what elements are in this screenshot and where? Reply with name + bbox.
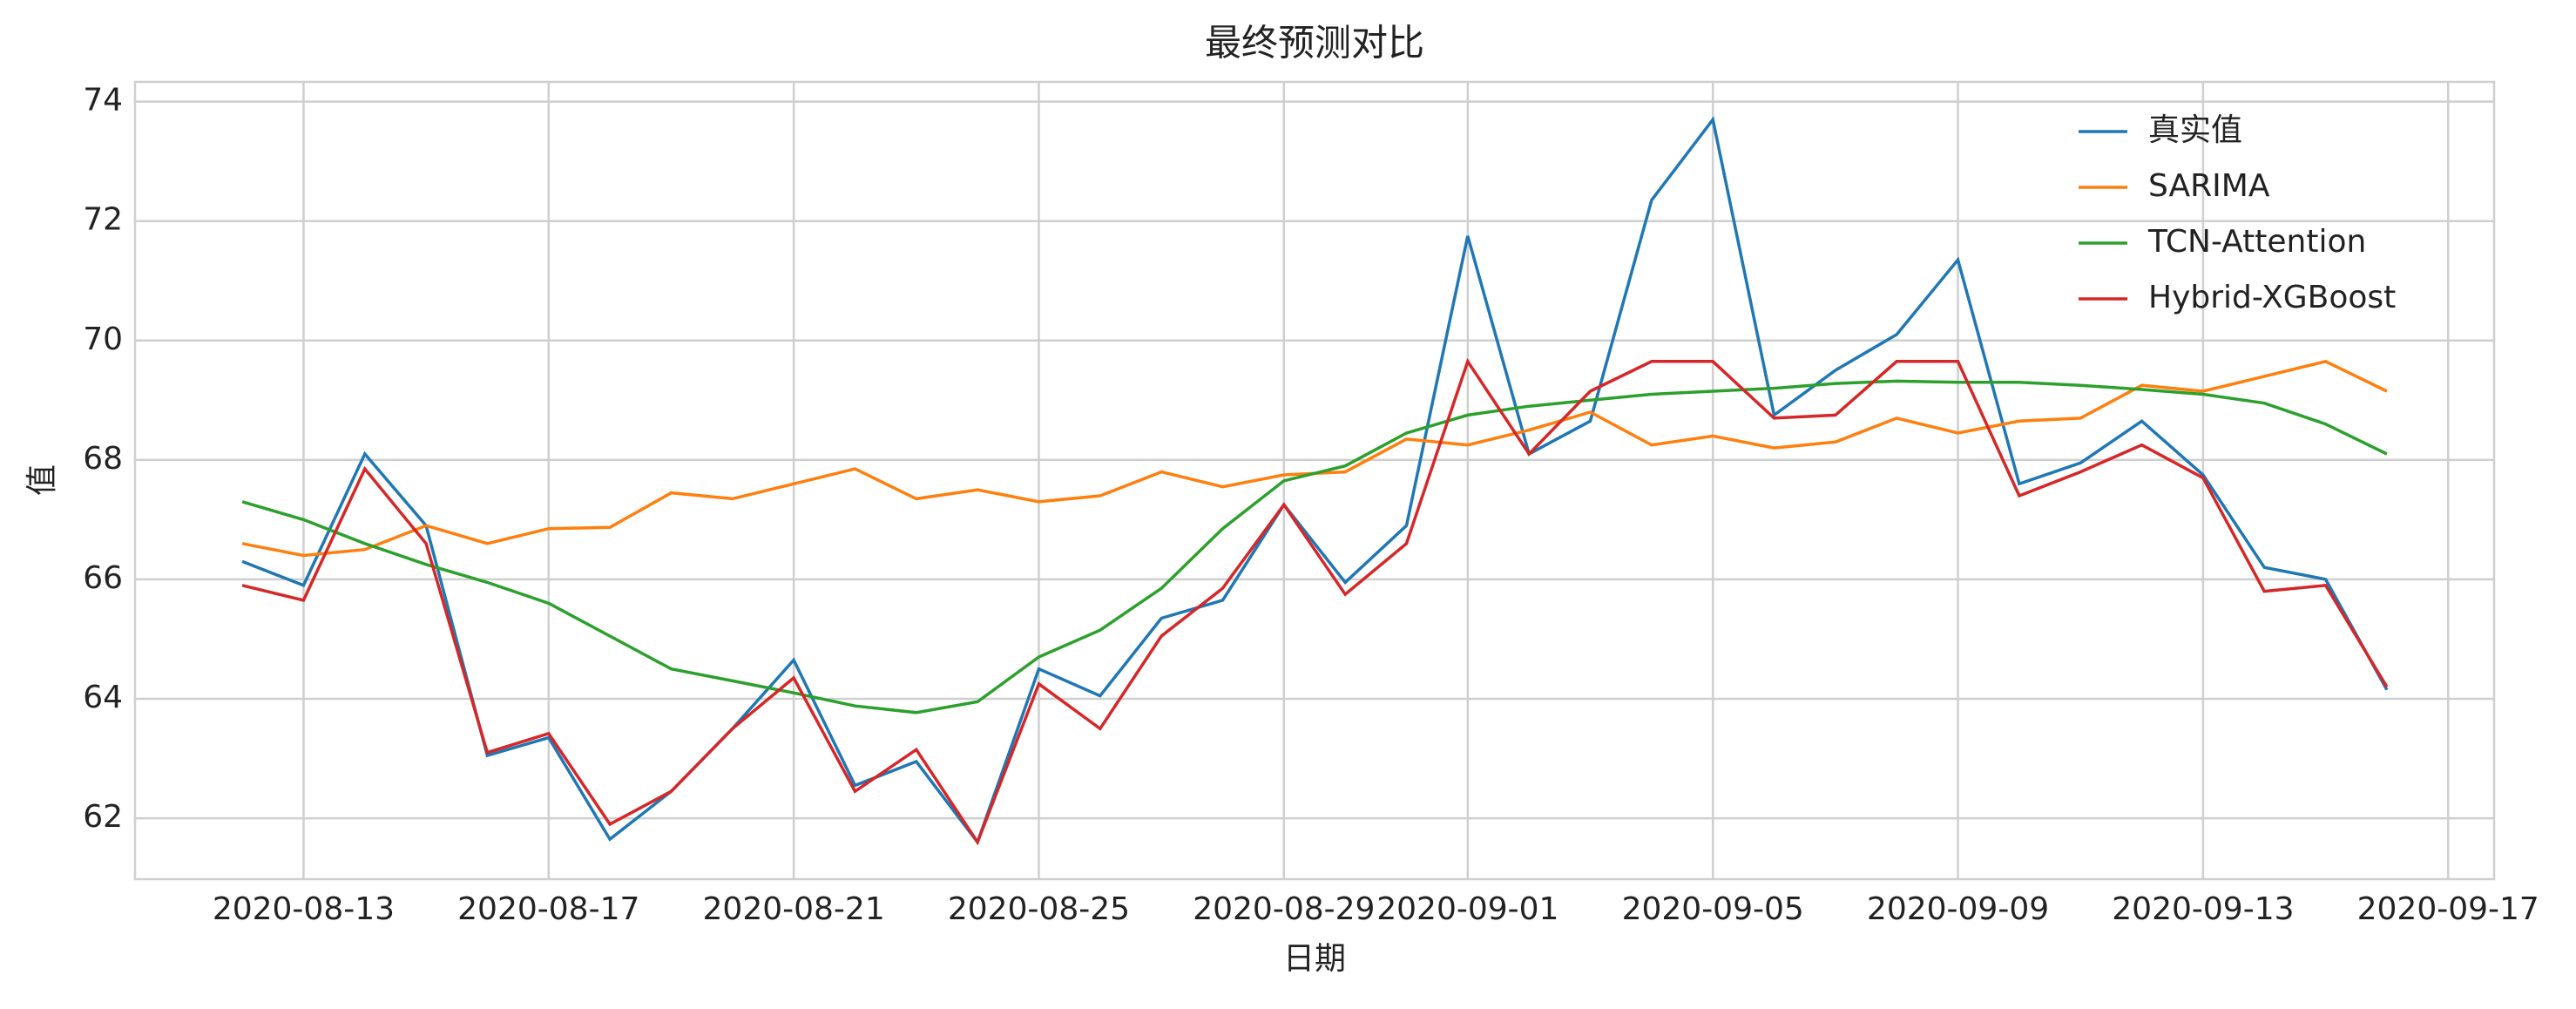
x-tick-label: 2020-08-17 (457, 891, 639, 927)
y-tick-label: 68 (83, 441, 123, 477)
y-axis-label: 值 (24, 464, 60, 496)
y-tick-label: 64 (83, 680, 123, 715)
y-tick-label: 70 (83, 322, 123, 357)
x-tick-label: 2020-08-25 (948, 891, 1130, 927)
chart-title: 最终预测对比 (1205, 22, 1424, 64)
y-tick-label: 66 (83, 560, 123, 596)
series-line (241, 359, 2388, 558)
series-line (241, 116, 2389, 846)
y-tick-label: 72 (83, 202, 123, 238)
y-tick-label: 62 (83, 799, 123, 835)
x-tick-label: 2020-09-01 (1376, 891, 1558, 927)
x-tick-label: 2020-09-09 (1867, 891, 2049, 927)
x-tick-label: 2020-08-21 (703, 891, 885, 927)
x-tick-label: 2020-09-13 (2112, 891, 2294, 927)
legend-label: Hybrid-XGBoost (2148, 280, 2396, 315)
plot-frame (133, 80, 2496, 881)
legend-label: 真实值 (2148, 112, 2242, 148)
x-axis-label: 日期 (1283, 941, 1346, 977)
x-tick-label: 2020-09-05 (1622, 891, 1804, 927)
x-tick-label: 2020-09-17 (2357, 891, 2539, 927)
series-line (241, 379, 2388, 714)
legend-label: SARIMA (2148, 168, 2270, 204)
y-tick-label: 74 (83, 83, 123, 119)
x-tick-label: 2020-08-13 (213, 891, 395, 927)
x-tick-label: 2020-08-29 (1193, 891, 1375, 927)
series-line (241, 357, 2389, 846)
legend-label: TCN-Attention (2147, 224, 2366, 260)
